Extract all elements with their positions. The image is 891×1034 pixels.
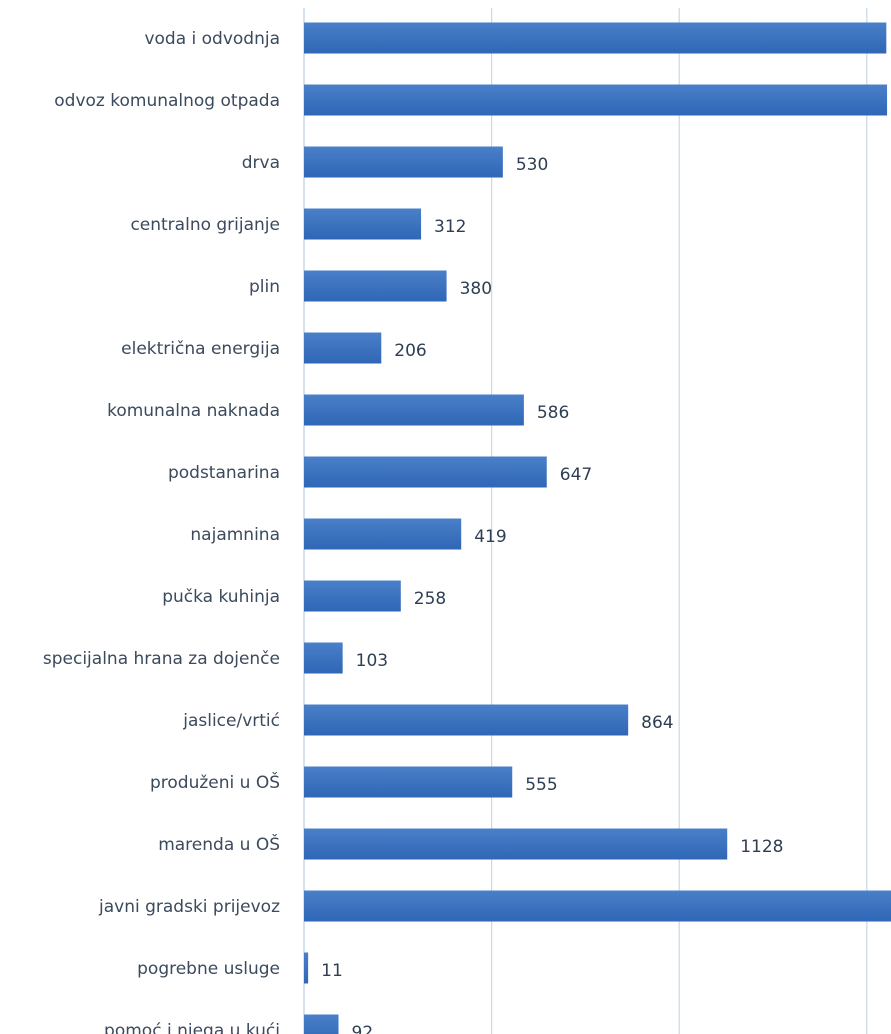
data-labels: 530 312 380 206 586 647 419 258 103 864 555 1128 11 9… [321,155,783,1034]
bar [304,22,887,54]
category-label: specijalna hrana za dojenče [43,649,280,669]
category-label: komunalna naknada [107,401,280,421]
data-label: 258 [414,589,446,609]
data-label: 11 [321,961,343,981]
category-label: voda i odvodnja [144,29,280,49]
data-label: 586 [537,403,569,423]
category-label: centralno grijanje [130,215,280,235]
category-label: javni gradski prijevoz [98,897,280,917]
category-label: najamnina [190,525,280,545]
data-label: 92 [352,1023,374,1034]
bar [304,208,422,240]
category-label: drva [242,153,280,173]
data-label: 647 [560,465,592,485]
data-label: 312 [434,217,466,237]
category-label: produženi u OŠ [150,771,280,793]
data-label: 419 [474,527,506,547]
bar [304,828,728,860]
category-label: podstanarina [168,463,280,483]
bar [304,518,462,550]
data-label: 206 [394,341,426,361]
bar [304,890,891,922]
category-label: električna energija [121,339,280,359]
category-labels: voda i odvodnja odvoz komunalnog otpada dr… [43,29,280,1034]
bar [304,456,547,488]
bar [304,394,524,426]
data-label: 864 [641,713,673,733]
bars [304,22,891,1034]
category-label: pomoć i njega u kući [104,1021,280,1034]
bar [304,952,309,984]
bar [304,580,401,612]
data-label: 103 [356,651,388,671]
data-label: 1128 [740,837,783,857]
bar [304,766,513,798]
data-label: 380 [460,279,492,299]
category-label: jaslice/vrtić [182,711,280,731]
bar [304,270,447,302]
bar [304,146,503,178]
category-label: pučka kuhinja [162,587,280,607]
category-label: pogrebne usluge [137,959,280,979]
data-label: 555 [525,775,557,795]
category-label: marenda u OŠ [158,833,280,855]
bar [304,332,382,364]
category-label: odvoz komunalnog otpada [54,91,280,111]
data-label: 530 [516,155,548,175]
category-label: plin [249,277,280,297]
bar [304,84,888,116]
bar [304,1014,339,1034]
bar [304,642,343,674]
bar [304,704,629,736]
